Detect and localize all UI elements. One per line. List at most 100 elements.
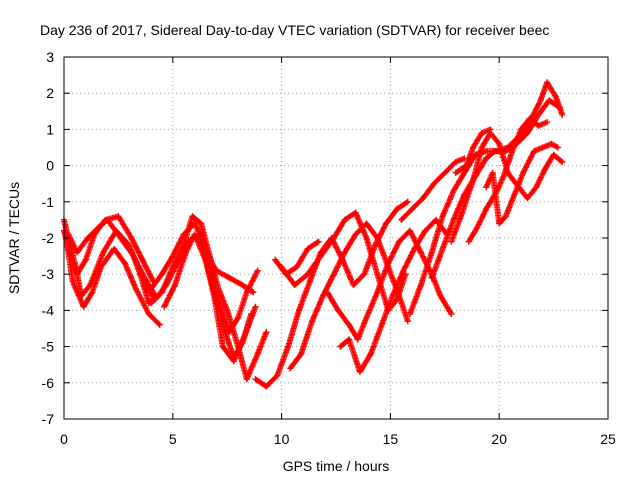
series-arc-15 — [337, 216, 450, 375]
data-point — [439, 213, 446, 220]
data-point — [548, 140, 555, 147]
data-point — [263, 329, 270, 336]
data-point — [396, 292, 403, 299]
data-point — [409, 206, 416, 213]
y-tick-label: -7 — [42, 411, 55, 427]
data-point — [287, 365, 294, 372]
data-point — [121, 260, 128, 267]
data-point — [213, 267, 220, 274]
data-point — [367, 350, 374, 357]
data-point — [385, 260, 392, 267]
y-axis-label: SDTVAR / TECUs — [6, 182, 22, 294]
data-point — [156, 321, 163, 328]
data-point — [304, 271, 311, 278]
data-point — [352, 231, 359, 238]
data-point — [222, 329, 229, 336]
data-point — [145, 311, 152, 318]
data-point — [483, 148, 490, 155]
data-point — [350, 282, 357, 289]
y-tick-label: -2 — [42, 230, 55, 246]
y-tick-label: -6 — [42, 375, 55, 391]
data-point — [263, 383, 270, 390]
data-point — [487, 126, 494, 133]
data-point — [459, 209, 466, 216]
data-point — [470, 177, 477, 184]
data-point — [95, 224, 102, 231]
data-point — [219, 343, 226, 350]
y-tick-label: 1 — [46, 121, 54, 137]
data-point — [433, 216, 440, 223]
data-point — [356, 368, 363, 375]
data-point — [285, 343, 292, 350]
data-point — [115, 213, 122, 220]
data-point — [437, 292, 444, 299]
data-point — [430, 180, 437, 187]
data-point — [319, 292, 326, 299]
data-point — [137, 271, 144, 278]
data-point — [411, 245, 418, 252]
data-point — [191, 231, 198, 238]
data-point — [254, 350, 261, 357]
data-point — [526, 115, 533, 122]
data-point — [557, 104, 564, 111]
data-point — [509, 148, 516, 155]
data-point — [293, 263, 300, 270]
data-point — [524, 130, 531, 137]
data-point — [550, 151, 557, 158]
data-point — [483, 206, 490, 213]
data-point — [533, 184, 540, 191]
data-point — [417, 249, 424, 256]
data-point — [420, 195, 427, 202]
data-point — [383, 220, 390, 227]
y-tick-label: -3 — [42, 266, 55, 282]
data-point — [139, 256, 146, 263]
data-point — [439, 245, 446, 252]
data-point — [200, 245, 207, 252]
data-point — [315, 238, 322, 245]
data-point — [158, 289, 165, 296]
data-point — [428, 249, 435, 256]
series-arc-9 — [200, 245, 257, 296]
data-point — [559, 158, 566, 165]
data-point — [239, 282, 246, 289]
y-tick-label: -1 — [42, 194, 55, 210]
x-tick-label: 10 — [274, 431, 290, 447]
data-point — [337, 343, 344, 350]
x-axis-label: GPS time / hours — [283, 458, 390, 474]
data-point — [396, 238, 403, 245]
data-point — [169, 253, 176, 260]
chart-title: Day 236 of 2017, Sidereal Day-to-day VTE… — [40, 22, 549, 38]
data-point — [404, 198, 411, 205]
x-tick-label: 25 — [600, 431, 616, 447]
data-point — [111, 245, 118, 252]
data-point — [324, 289, 331, 296]
data-point — [544, 79, 551, 86]
data-point — [450, 187, 457, 194]
data-point — [80, 303, 87, 310]
data-point — [132, 285, 139, 292]
data-point — [539, 144, 546, 151]
data-point — [74, 271, 81, 278]
data-point — [463, 162, 470, 169]
data-point — [374, 235, 381, 241]
data-point — [346, 321, 353, 328]
data-point — [89, 289, 96, 296]
data-point — [398, 216, 405, 223]
y-tick-label: 2 — [46, 85, 54, 101]
data-point — [252, 376, 259, 383]
data-point — [474, 224, 481, 231]
data-point — [352, 209, 359, 216]
data-point — [491, 148, 498, 155]
data-point — [341, 249, 348, 256]
data-point — [378, 321, 385, 328]
data-point — [500, 173, 507, 180]
x-tick-label: 5 — [169, 431, 177, 447]
data-point — [272, 256, 279, 263]
data-point — [67, 253, 74, 260]
data-point — [304, 245, 311, 252]
data-point — [535, 122, 542, 129]
data-point — [354, 336, 361, 343]
data-point — [243, 376, 250, 383]
data-point — [171, 282, 178, 289]
